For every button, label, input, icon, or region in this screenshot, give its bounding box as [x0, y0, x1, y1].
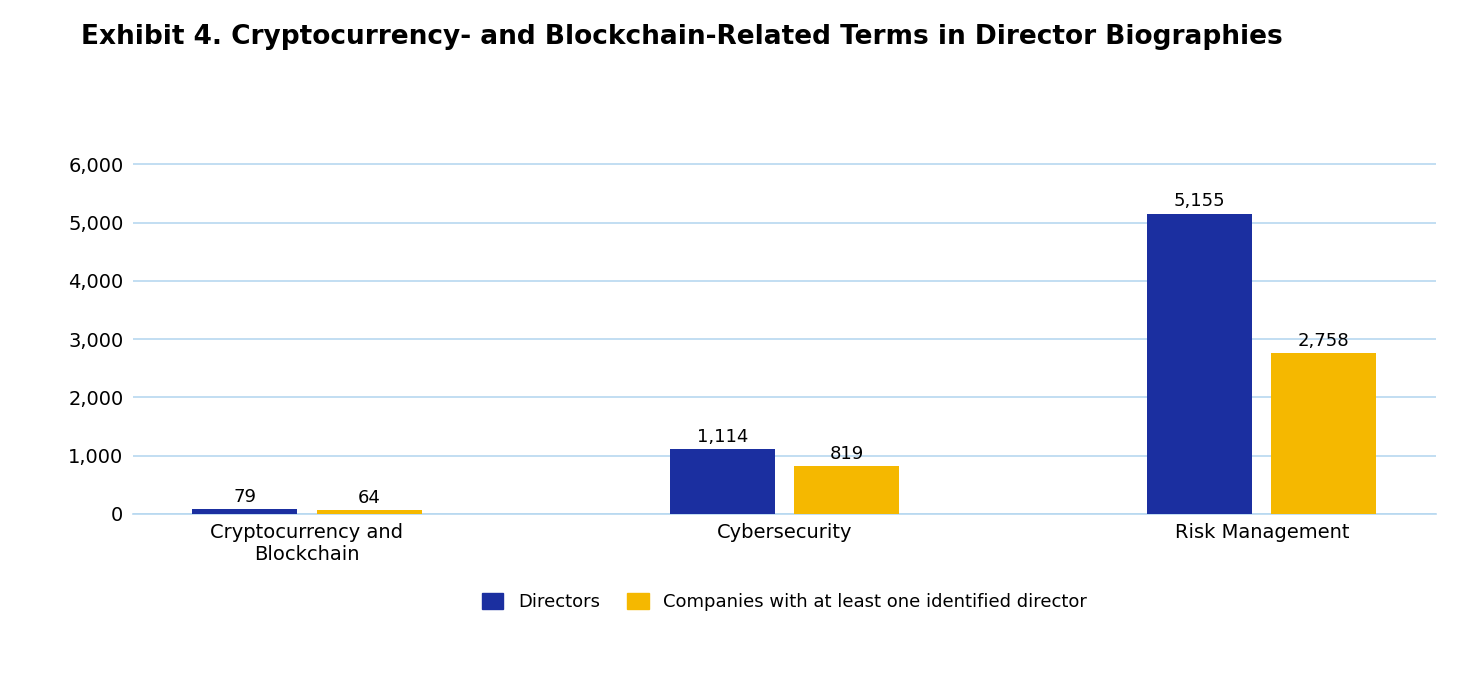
Bar — [670, 449, 776, 514]
Bar — [317, 510, 422, 514]
Text: 1,114: 1,114 — [697, 428, 747, 445]
Text: 79: 79 — [234, 488, 256, 506]
Legend: Directors, Companies with at least one identified director: Directors, Companies with at least one i… — [475, 585, 1094, 619]
Bar — [192, 509, 297, 514]
Text: 5,155: 5,155 — [1174, 193, 1225, 210]
Text: 2,758: 2,758 — [1298, 332, 1350, 350]
Text: Exhibit 4. Cryptocurrency- and Blockchain-Related Terms in Director Biographies: Exhibit 4. Cryptocurrency- and Blockchai… — [81, 24, 1283, 49]
Text: 819: 819 — [829, 445, 864, 463]
Text: 64: 64 — [358, 489, 380, 507]
Bar — [1271, 353, 1376, 514]
Bar — [793, 466, 898, 514]
Bar — [1147, 214, 1252, 514]
